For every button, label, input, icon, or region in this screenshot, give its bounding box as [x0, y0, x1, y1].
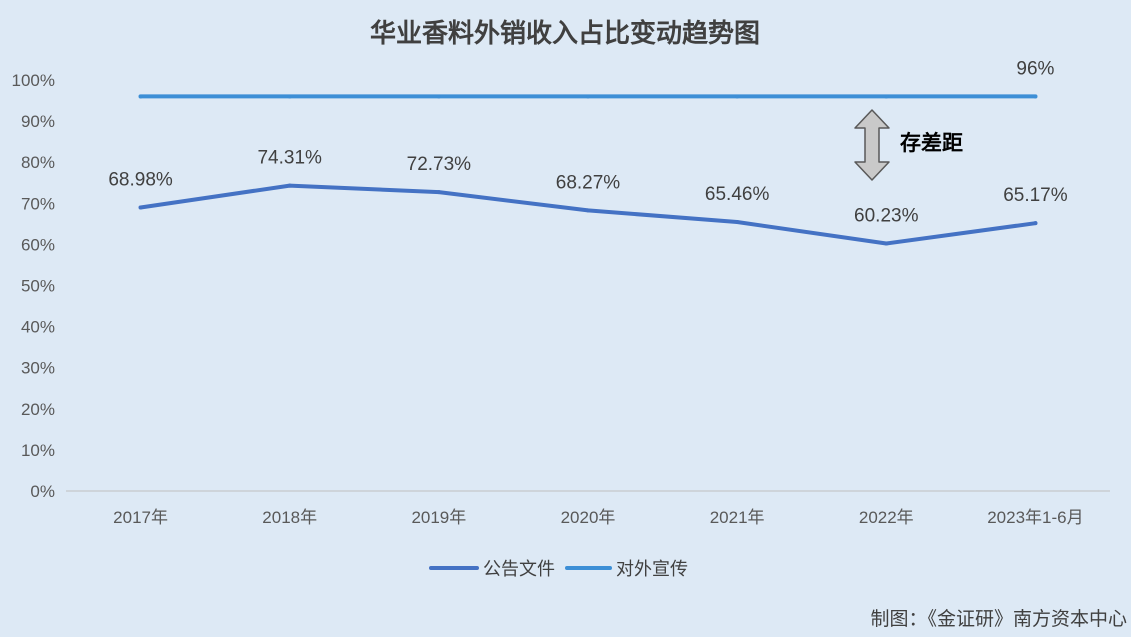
data-point	[586, 94, 590, 99]
data-point	[884, 241, 889, 246]
series-layer	[138, 94, 1038, 246]
y-tick-label: 40%	[21, 318, 55, 337]
gap-annotation-label: 存差距	[900, 131, 963, 155]
chart-title: 华业香料外销收入占比变动趋势图	[370, 18, 760, 49]
data-label: 74.31%	[257, 148, 322, 169]
gap-annotation: 存差距	[854, 109, 963, 181]
y-tick-label: 70%	[21, 194, 55, 213]
data-point	[735, 219, 740, 224]
x-tick-label: 2021年	[710, 508, 765, 527]
data-point	[436, 190, 441, 195]
data-point	[1033, 94, 1038, 99]
data-label: 65.17%	[1003, 185, 1068, 206]
data-point	[138, 94, 143, 99]
x-tick-label: 2018年	[262, 508, 317, 527]
data-point	[287, 183, 292, 188]
legend-label-series-2: 对外宣传	[616, 559, 688, 580]
data-label: 72.73%	[407, 154, 472, 175]
x-tick-label: 2023年1-6月	[987, 508, 1083, 527]
data-point	[735, 94, 740, 99]
x-tick-label: 2017年	[113, 508, 168, 527]
y-tick-label: 10%	[21, 441, 55, 460]
legend: 公告文件 对外宣传	[429, 559, 688, 580]
data-label: 68.27%	[556, 172, 621, 193]
data-point	[884, 94, 889, 99]
y-tick-label: 20%	[21, 400, 55, 419]
y-tick-label: 0%	[30, 482, 55, 501]
data-label: 96%	[1016, 58, 1054, 79]
data-labels-layer: 68.98% 74.31% 72.73% 68.27% 65.46% 60.23% 65.1…	[108, 58, 1067, 226]
x-axis-ticks: 2017年 2018年 2019年 2020年 2021年 2022年 2023年1-6月	[113, 508, 1083, 527]
data-label: 65.46%	[705, 184, 770, 205]
x-tick-label: 2019年	[411, 508, 466, 527]
y-tick-label: 50%	[21, 277, 55, 296]
data-label: 60.23%	[854, 205, 919, 226]
data-point	[586, 208, 590, 213]
x-tick-label: 2020年	[561, 508, 616, 527]
y-tick-label: 30%	[21, 359, 55, 378]
data-point	[436, 94, 441, 99]
y-tick-label: 100%	[12, 71, 55, 90]
chart-credit: 制图：《金证研》南方资本中心	[870, 608, 1127, 630]
legend-label-series-1: 公告文件	[483, 559, 555, 580]
y-axis-ticks: 0% 10% 20% 30% 40% 50% 60% 70% 80% 90% 100%	[12, 71, 55, 501]
y-tick-label: 60%	[21, 235, 55, 254]
data-point	[1033, 221, 1038, 226]
y-tick-label: 90%	[21, 112, 55, 131]
x-tick-label: 2022年	[859, 508, 914, 527]
y-tick-label: 80%	[21, 153, 55, 172]
data-point	[138, 205, 143, 210]
data-label: 68.98%	[108, 169, 173, 190]
data-point	[287, 94, 292, 99]
double-arrow-vertical-icon	[854, 109, 890, 181]
